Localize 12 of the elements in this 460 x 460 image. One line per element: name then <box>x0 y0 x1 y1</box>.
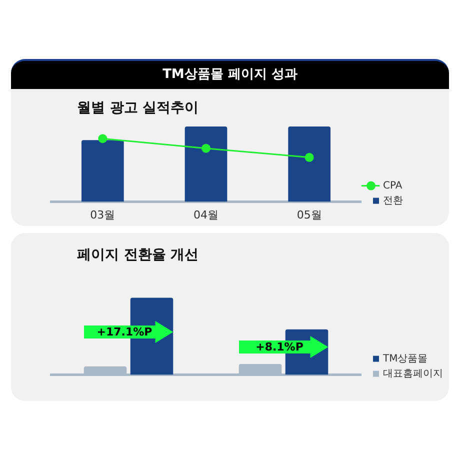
legend-label: 전환 <box>383 195 403 206</box>
chart-subtitle: 월별 광고 실적추이 <box>77 99 199 117</box>
legend-label: CPA <box>383 180 402 192</box>
annotation: +8.1%P <box>256 340 304 354</box>
annotation: +17.1%P <box>96 326 152 338</box>
chart-title: 페이지 전환율 개선 <box>77 246 199 264</box>
x-tick-label: 04월 <box>194 208 218 222</box>
x-tick-label: 03월 <box>90 208 116 222</box>
x-tick-label: 05월 <box>296 208 322 222</box>
chart-title: TM상품몰 페이지 성과 <box>11 59 449 89</box>
legend-label: 대표홈페이지 <box>383 368 443 380</box>
legend-label: TM상품몰 <box>382 353 428 364</box>
